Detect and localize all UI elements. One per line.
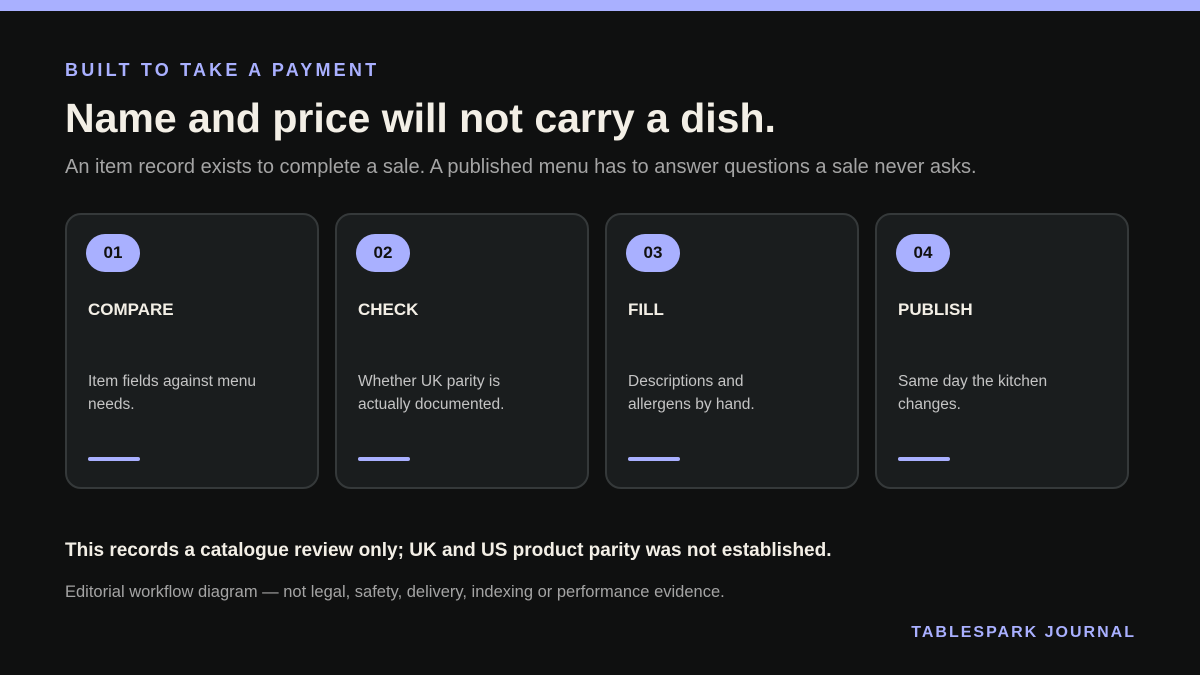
- brand: TABLESPARK JOURNAL: [911, 624, 1136, 641]
- step-label: CHECK: [358, 300, 419, 319]
- step-rule: [628, 457, 680, 461]
- step-label: COMPARE: [88, 300, 174, 319]
- step-label: FILL: [628, 300, 664, 319]
- step-card: 04 PUBLISH Same day the kitchen changes.: [875, 213, 1129, 489]
- step-number: 02: [356, 234, 410, 272]
- step-rule: [358, 457, 410, 461]
- step-rule: [898, 457, 950, 461]
- subtitle: An item record exists to complete a sale…: [65, 156, 977, 178]
- step-rule: [88, 457, 140, 461]
- step-label: PUBLISH: [898, 300, 973, 319]
- step-card: 03 FILL Descriptions and allergens by hand…: [605, 213, 859, 489]
- step-text: Descriptions and allergens by hand.: [628, 373, 755, 413]
- step-text: Same day the kitchen changes.: [898, 373, 1048, 413]
- step-card: 01 COMPARE Item fields against menu needs.: [65, 213, 319, 489]
- disclaimer: Editorial workflow diagram — not legal, …: [65, 583, 725, 601]
- step-text: Item fields against menu needs.: [88, 373, 257, 413]
- note: This records a catalogue review only; UK…: [65, 540, 832, 561]
- step-number: 01: [86, 234, 140, 272]
- top-bar: [0, 0, 1200, 11]
- eyebrow: BUILT TO TAKE A PAYMENT: [65, 60, 380, 80]
- step-number: 03: [626, 234, 680, 272]
- step-number: 04: [896, 234, 950, 272]
- step-card: 02 CHECK Whether UK parity is actually doc…: [335, 213, 589, 489]
- step-text: Whether UK parity is actually documented…: [358, 373, 505, 413]
- title: Name and price will not carry a dish.: [65, 95, 776, 141]
- steps: 01 COMPARE Item fields against menu needs.…: [65, 213, 1129, 489]
